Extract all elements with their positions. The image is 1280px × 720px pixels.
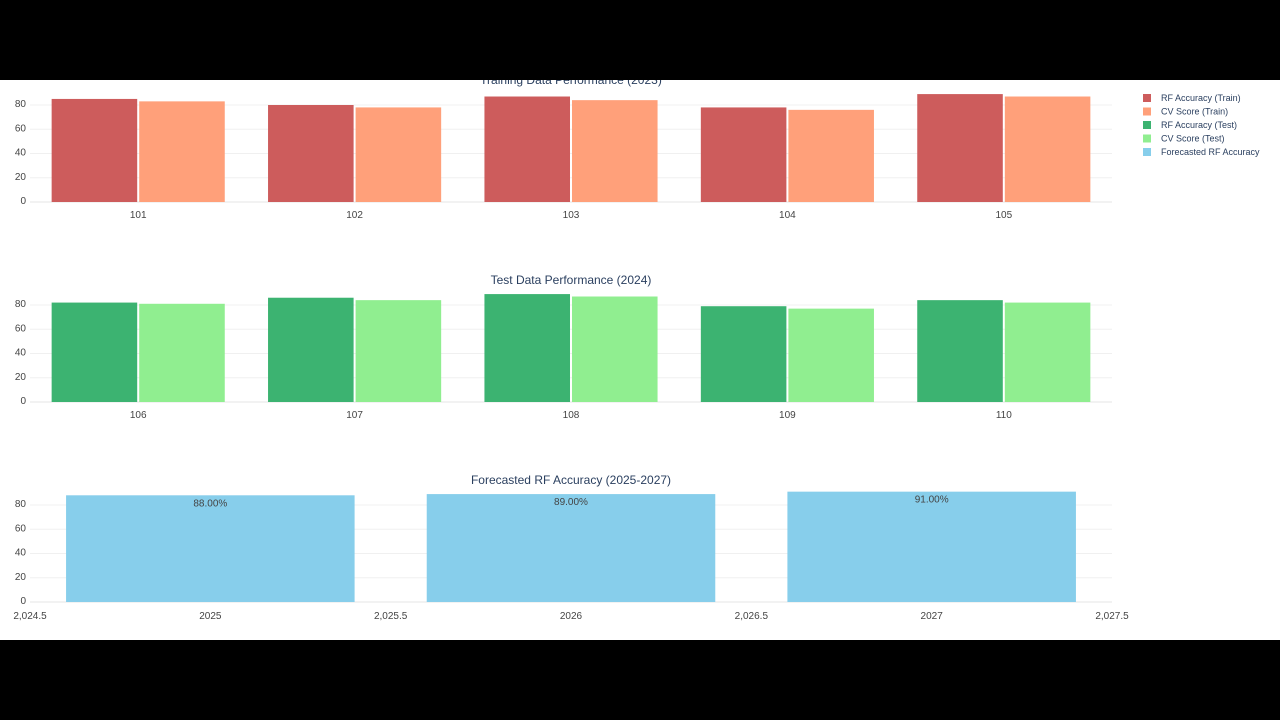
legend-item: CV Score (Train) — [1161, 107, 1228, 117]
x-tick-label: 107 — [346, 410, 363, 421]
bar[interactable] — [572, 100, 658, 202]
bar[interactable] — [1004, 302, 1091, 402]
y-tick-label: 80 — [15, 499, 27, 510]
x-tick-label: 2027 — [921, 611, 944, 622]
y-tick-label: 0 — [20, 396, 26, 407]
data-label: 88.00% — [193, 498, 227, 509]
chart-title: Training Data Performance (2023) — [480, 80, 662, 87]
x-tick-label: 105 — [995, 210, 1012, 221]
y-tick-label: 20 — [15, 372, 27, 383]
y-tick-label: 80 — [15, 99, 27, 110]
bar[interactable] — [51, 302, 138, 402]
bar[interactable] — [426, 494, 716, 602]
bar[interactable] — [484, 96, 570, 202]
x-tick-label: 2,024.5 — [13, 611, 47, 622]
x-tick-label: 2026 — [560, 611, 583, 622]
bar[interactable] — [788, 109, 874, 202]
bar[interactable] — [700, 107, 787, 202]
chart-title: Test Data Performance (2024) — [491, 273, 652, 287]
x-tick-label: 101 — [130, 210, 147, 221]
x-tick-label: 102 — [346, 210, 363, 221]
figure: Training Data Performance (2023) 0 20 40 60 8… — [0, 80, 1280, 640]
data-label: 91.00% — [915, 495, 949, 506]
legend-swatch[interactable] — [1143, 134, 1151, 143]
x-tick-label: 2025 — [199, 611, 222, 622]
bar[interactable] — [787, 491, 1076, 602]
legend-swatch[interactable] — [1143, 94, 1151, 102]
y-tick-label: 40 — [15, 548, 27, 559]
legend-item: Forecasted RF Accuracy — [1161, 147, 1260, 157]
legend-swatch[interactable] — [1143, 148, 1151, 156]
y-tick-label: 0 — [20, 196, 26, 207]
bar[interactable] — [572, 296, 658, 402]
y-tick-label: 60 — [15, 523, 27, 534]
bar[interactable] — [139, 101, 225, 202]
legend-item: RF Accuracy (Train) — [1161, 93, 1241, 103]
x-tick-label: 108 — [563, 410, 580, 421]
bar[interactable] — [917, 300, 1003, 402]
bar[interactable] — [355, 107, 442, 202]
bar[interactable] — [268, 105, 354, 202]
bar[interactable] — [700, 306, 787, 402]
x-tick-label: 110 — [996, 410, 1012, 421]
y-tick-label: 40 — [15, 148, 27, 159]
x-tick-label: 104 — [779, 210, 796, 221]
legend-swatch[interactable] — [1143, 121, 1151, 129]
y-tick-label: 80 — [15, 299, 27, 310]
bar[interactable] — [66, 495, 355, 602]
legend-swatch[interactable] — [1143, 107, 1151, 116]
y-tick-label: 60 — [15, 123, 27, 134]
chart-title: Forecasted RF Accuracy (2025-2027) — [471, 473, 671, 487]
bar[interactable] — [139, 303, 225, 402]
x-tick-label: 103 — [563, 210, 580, 221]
bar[interactable] — [1004, 96, 1091, 202]
x-tick-label: 2,027.5 — [1095, 611, 1129, 622]
chart-svg: Training Data Performance (2023) 0 20 40 60 8… — [13, 80, 1260, 622]
y-tick-label: 20 — [15, 572, 27, 583]
data-label: 89.00% — [554, 497, 588, 508]
bar[interactable] — [268, 297, 354, 402]
bar[interactable] — [51, 98, 138, 202]
bar[interactable] — [355, 300, 442, 402]
y-tick-label: 0 — [20, 596, 26, 607]
legend-item: RF Accuracy (Test) — [1161, 120, 1237, 130]
x-tick-label: 109 — [779, 410, 796, 421]
bar[interactable] — [484, 294, 570, 402]
legend-item: CV Score (Test) — [1161, 134, 1225, 144]
x-tick-label: 106 — [130, 410, 147, 421]
y-tick-label: 20 — [15, 172, 27, 183]
x-tick-label: 2,025.5 — [374, 611, 408, 622]
bar[interactable] — [917, 94, 1003, 202]
bar[interactable] — [788, 308, 874, 402]
x-tick-label: 2,026.5 — [735, 611, 769, 622]
y-tick-label: 40 — [15, 348, 27, 359]
y-tick-label: 60 — [15, 323, 27, 334]
